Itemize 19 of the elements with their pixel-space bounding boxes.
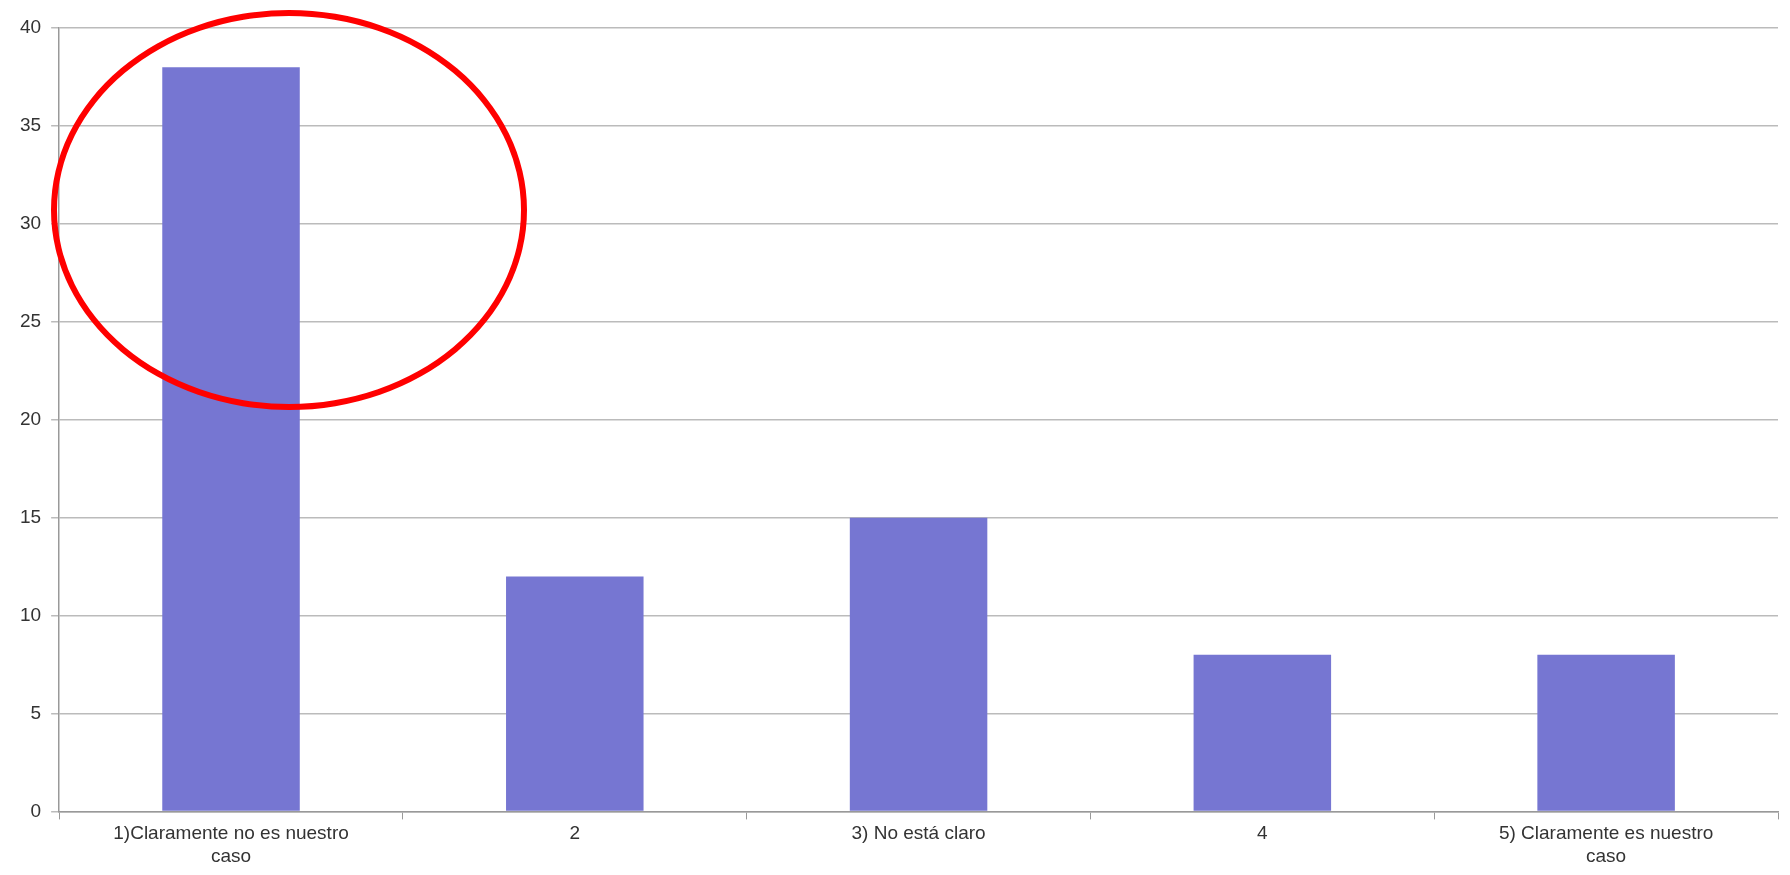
y-tick-label: 5: [30, 701, 42, 723]
y-tick-label: 0: [30, 799, 42, 821]
y-tick-label: 15: [19, 505, 42, 527]
y-tick-label: 30: [19, 212, 42, 234]
x-tick-label: 4: [1257, 822, 1269, 844]
x-tick-label: 3) No está claro: [851, 822, 986, 844]
bar: [506, 576, 644, 811]
bar: [849, 517, 988, 811]
x-tick-label: 1)Claramente no es nuestro caso: [113, 822, 349, 866]
x-tick-label: 2: [569, 822, 581, 844]
bar: [162, 67, 300, 811]
y-tick-label: 40: [19, 16, 42, 38]
y-tick-label: 25: [19, 310, 42, 332]
bar: [1537, 654, 1675, 811]
y-tick-label: 20: [19, 407, 42, 429]
x-tick-label: 5) Claramente es nuestro caso: [1498, 822, 1714, 866]
y-tick-label: 35: [19, 114, 42, 136]
y-tick-label: 10: [19, 603, 42, 625]
bar: [1193, 654, 1332, 811]
